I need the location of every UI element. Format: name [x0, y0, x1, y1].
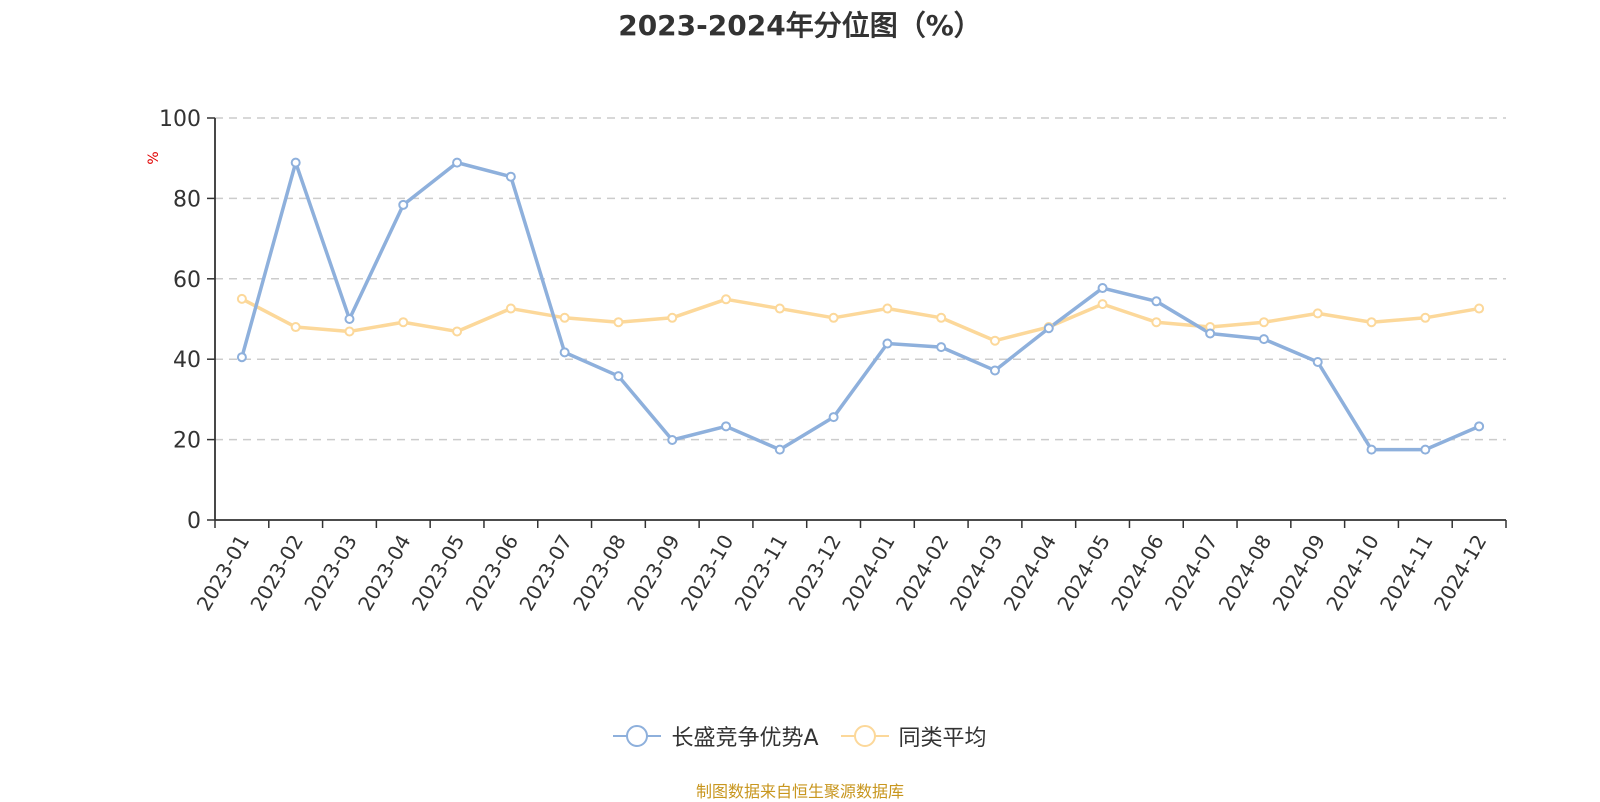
series-line	[240, 160, 1480, 452]
legend-label-average: 同类平均	[898, 726, 987, 751]
data-point[interactable]	[774, 444, 785, 455]
y-tick-label: 100	[159, 107, 201, 132]
x-tick-label: 2024-12	[1429, 531, 1492, 615]
legend-item-average[interactable]: 同类平均	[840, 720, 987, 752]
legend-line-circle-icon	[613, 725, 662, 747]
data-point[interactable]	[1474, 421, 1485, 432]
legend-item-fund[interactable]: 长盛竞争优势A	[613, 720, 819, 752]
data-point[interactable]	[344, 314, 355, 324]
data-point[interactable]	[290, 157, 301, 168]
data-point[interactable]	[290, 322, 301, 333]
data-point[interactable]	[936, 312, 947, 323]
data-point[interactable]	[774, 303, 785, 314]
data-point[interactable]	[1151, 296, 1162, 307]
data-point[interactable]	[1205, 328, 1216, 339]
data-point[interactable]	[1312, 357, 1323, 368]
legend-label-fund: 长盛竞争优势A	[671, 726, 819, 751]
data-point[interactable]	[828, 312, 839, 323]
y-tick-label: 80	[173, 187, 201, 212]
data-point[interactable]	[1366, 444, 1377, 455]
data-point[interactable]	[505, 171, 516, 182]
data-point[interactable]	[559, 312, 570, 323]
data-point[interactable]	[721, 294, 732, 305]
data-point[interactable]	[1420, 312, 1431, 323]
y-tick-label: 40	[173, 348, 201, 373]
data-point[interactable]	[1097, 299, 1108, 310]
data-point[interactable]	[1151, 317, 1162, 328]
data-point[interactable]	[1474, 303, 1485, 314]
data-point[interactable]	[1043, 323, 1054, 334]
data-point[interactable]	[398, 199, 409, 210]
data-point[interactable]	[1420, 444, 1431, 455]
data-point[interactable]	[1312, 308, 1323, 319]
data-point[interactable]	[613, 317, 624, 328]
data-point[interactable]	[452, 326, 463, 337]
data-point[interactable]	[667, 312, 678, 323]
data-source-note: 制图数据来自恒生聚源数据库	[695, 782, 904, 801]
data-point[interactable]	[936, 342, 947, 353]
data-point[interactable]	[721, 421, 732, 432]
data-point[interactable]	[667, 435, 678, 446]
data-point[interactable]	[559, 347, 570, 358]
data-point[interactable]	[828, 412, 839, 423]
y-tick-label: 20	[173, 429, 201, 454]
legend-line-circle-icon	[840, 725, 889, 747]
data-point[interactable]	[613, 371, 624, 382]
data-point[interactable]	[1097, 283, 1108, 294]
chart-title: 2023-2024年分位图（%）	[618, 9, 982, 42]
data-point[interactable]	[989, 335, 1000, 346]
data-point[interactable]	[398, 317, 409, 328]
y-tick-label: 0	[187, 509, 201, 534]
legend: 长盛竞争优势A 同类平均	[0, 720, 1600, 752]
data-point[interactable]	[989, 365, 1000, 376]
data-point[interactable]	[1258, 317, 1269, 328]
data-point[interactable]	[882, 303, 893, 314]
y-tick-label: 60	[173, 268, 201, 293]
data-point[interactable]	[1366, 317, 1377, 328]
data-point[interactable]	[236, 352, 247, 363]
line-chart: 020406080100%2023-012023-022023-032023-0…	[146, 107, 1507, 615]
data-point[interactable]	[452, 157, 463, 168]
series-line	[241, 297, 1480, 343]
data-point[interactable]	[344, 326, 355, 337]
data-point[interactable]	[505, 303, 516, 314]
data-point[interactable]	[882, 338, 893, 349]
y-unit-label: %	[146, 151, 162, 164]
data-point[interactable]	[1258, 334, 1269, 345]
data-point[interactable]	[236, 293, 247, 304]
